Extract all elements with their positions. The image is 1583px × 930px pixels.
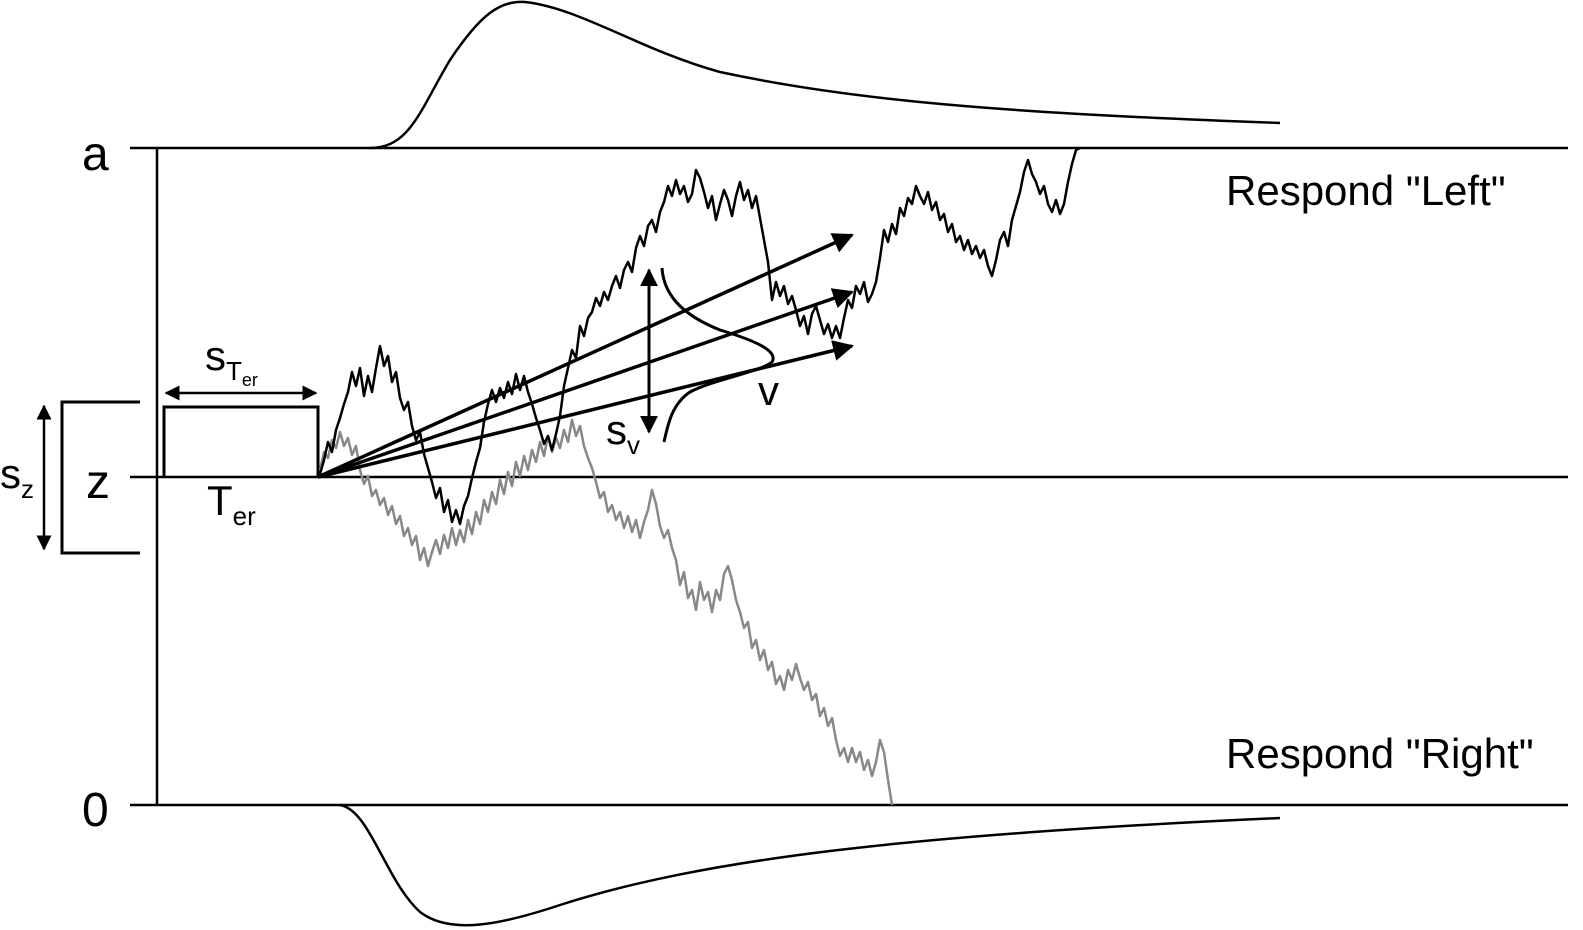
sv-label: sv (606, 406, 640, 460)
drift-rate-distribution (660, 267, 775, 443)
start-point-label: z (86, 456, 110, 509)
upper-boundary-label: a (82, 128, 109, 181)
sz-label: sz (0, 450, 34, 504)
ter-uniform-box (162, 405, 320, 477)
drift-arrow-middle (317, 288, 854, 479)
upper-rt-distribution (369, 0, 1281, 150)
sz-bracket (60, 400, 140, 555)
ter-label: Ter (207, 477, 256, 531)
diffusion-path-gray (318, 418, 894, 806)
lower-response-label: Respond "Right" (1226, 730, 1534, 777)
lower-boundary-label: 0 (82, 784, 109, 837)
lower-rt-distribution (339, 803, 1281, 927)
drift-arrow-upper (317, 233, 854, 479)
upper-response-label: Respond "Left" (1226, 167, 1506, 214)
ter-variability-label: sTer (205, 332, 258, 390)
diffusion-path-black (318, 146, 1081, 526)
v-label: v (758, 367, 779, 414)
